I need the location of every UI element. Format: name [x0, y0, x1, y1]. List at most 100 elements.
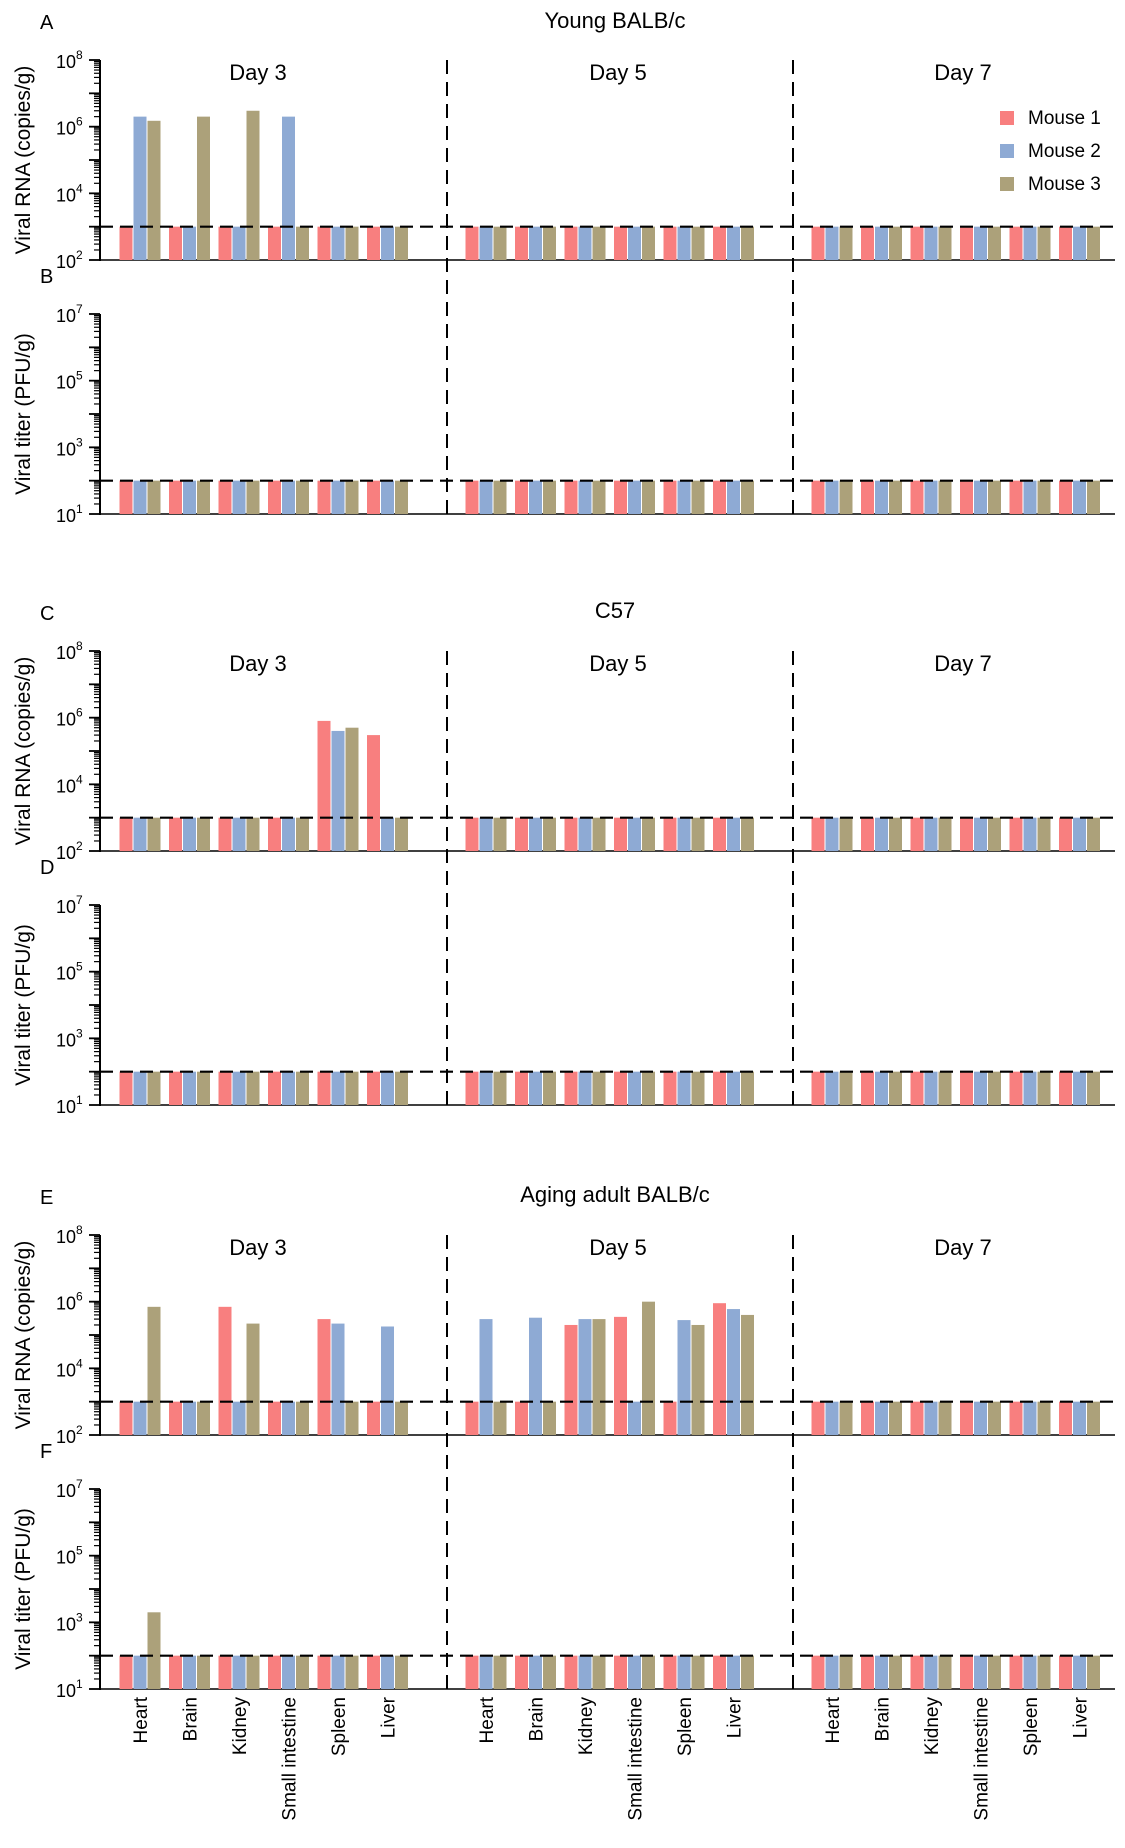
panel-letter: D	[40, 857, 54, 879]
bar-heart-2	[479, 480, 493, 514]
bar-heart-2	[479, 1655, 493, 1689]
bar-brain-3	[543, 1655, 556, 1689]
bar-small-intestine-2	[628, 480, 641, 514]
y-axis-label: Viral titer (PFU/g)	[12, 924, 35, 1086]
bar-brain-1	[515, 1401, 528, 1435]
bar-liver-2	[727, 1071, 740, 1105]
bar-liver-3	[1087, 226, 1100, 260]
bar-small-intestine-2	[974, 817, 987, 851]
bar-spleen-2	[677, 817, 691, 851]
bar-brain-2	[183, 1655, 196, 1689]
bar-liver-1	[1059, 480, 1072, 514]
bar-brain-3	[543, 1401, 556, 1435]
bar-heart-1	[465, 480, 479, 514]
bar-kidney-2	[924, 1071, 938, 1105]
bar-liver-1	[1059, 817, 1072, 851]
y-axis-label: Viral titer (PFU/g)	[12, 333, 35, 495]
x-tick-label: Brain	[527, 1697, 548, 1741]
bar-brain-1	[169, 480, 182, 514]
bar-liver-1	[367, 1071, 380, 1105]
bar-kidney-2	[924, 1401, 938, 1435]
bar-heart-1	[119, 1401, 133, 1435]
y-tick-label: 106	[56, 115, 83, 139]
bar-spleen-1	[663, 1071, 677, 1105]
bar-small-intestine-3	[642, 480, 655, 514]
bar-kidney-1	[910, 226, 924, 260]
bar-brain-3	[543, 817, 556, 851]
bar-kidney-2	[578, 817, 592, 851]
x-tick-label: Small intestine	[972, 1697, 993, 1821]
bar-spleen-2	[1023, 226, 1037, 260]
bar-brain-2	[183, 1401, 196, 1435]
bar-spleen-3	[691, 480, 705, 514]
bar-spleen-2	[1023, 1071, 1037, 1105]
bar-kidney-3	[592, 480, 606, 514]
bar-liver-2	[727, 1309, 740, 1435]
day-label: Day 3	[229, 60, 286, 85]
bar-brain-1	[169, 1655, 182, 1689]
y-tick-label: 102	[56, 839, 83, 863]
y-tick-label: 101	[56, 1093, 83, 1117]
panel-letter: F	[40, 1441, 52, 1463]
bar-kidney-2	[924, 480, 938, 514]
bar-small-intestine-3	[296, 480, 309, 514]
bar-spleen-3	[1037, 226, 1051, 260]
bar-kidney-1	[218, 1306, 232, 1435]
bar-liver-2	[381, 1655, 394, 1689]
bar-brain-2	[183, 1071, 196, 1105]
bar-kidney-3	[246, 1323, 260, 1435]
bar-heart-3	[493, 1655, 507, 1689]
bar-liver-1	[367, 226, 380, 260]
bar-spleen-1	[1009, 226, 1023, 260]
bar-brain-2	[875, 226, 888, 260]
bar-liver-3	[1087, 1401, 1100, 1435]
panel-E: E Viral RNA (copies/g) 102 104 106 108	[12, 1187, 1115, 1447]
bar-heart-3	[493, 1401, 507, 1435]
bar-liver-1	[713, 1303, 726, 1435]
x-tick-label: Liver	[379, 1696, 400, 1738]
bar-spleen-1	[663, 226, 677, 260]
bar-small-intestine-1	[614, 1071, 627, 1105]
bar-small-intestine-3	[296, 1071, 309, 1105]
bar-brain-3	[889, 480, 902, 514]
bar-liver-3	[741, 226, 754, 260]
bar-spleen-1	[317, 480, 331, 514]
bar-liver-2	[381, 1326, 394, 1435]
bar-spleen-1	[1009, 1401, 1023, 1435]
bar-spleen-2	[677, 1071, 691, 1105]
bar-kidney-3	[592, 817, 606, 851]
bar-heart-2	[133, 480, 147, 514]
bar-brain-1	[169, 226, 182, 260]
bar-spleen-3	[1037, 1401, 1051, 1435]
bar-brain-2	[529, 1317, 542, 1435]
bar-spleen-3	[691, 1071, 705, 1105]
bar-small-intestine-1	[960, 817, 973, 851]
bar-liver-3	[741, 1314, 754, 1435]
panel-A: A Viral RNA (copies/g) 102 104 106 108	[12, 12, 1115, 272]
bar-heart-1	[811, 480, 825, 514]
day-label: Day 3	[229, 1235, 286, 1260]
bar-liver-2	[1073, 226, 1086, 260]
bar-spleen-3	[1037, 1655, 1051, 1689]
bar-spleen-1	[1009, 1655, 1023, 1689]
bar-liver-3	[395, 1071, 408, 1105]
bar-brain-2	[529, 1071, 542, 1105]
bar-heart-2	[133, 817, 147, 851]
bar-brain-1	[515, 226, 528, 260]
bar-brain-3	[889, 817, 902, 851]
bar-liver-1	[367, 735, 380, 851]
bar-spleen-3	[691, 226, 705, 260]
bar-heart-2	[133, 1655, 147, 1689]
bar-kidney-1	[564, 1324, 578, 1435]
bar-brain-3	[197, 116, 210, 261]
bar-kidney-1	[564, 226, 578, 260]
bar-kidney-1	[218, 1071, 232, 1105]
bar-brain-1	[169, 817, 182, 851]
bar-spleen-2	[677, 226, 691, 260]
bar-liver-2	[1073, 817, 1086, 851]
bar-brain-3	[889, 1401, 902, 1435]
bar-liver-3	[741, 1655, 754, 1689]
bar-small-intestine-1	[960, 1401, 973, 1435]
day-label: Day 7	[934, 60, 991, 85]
bar-liver-2	[381, 1071, 394, 1105]
